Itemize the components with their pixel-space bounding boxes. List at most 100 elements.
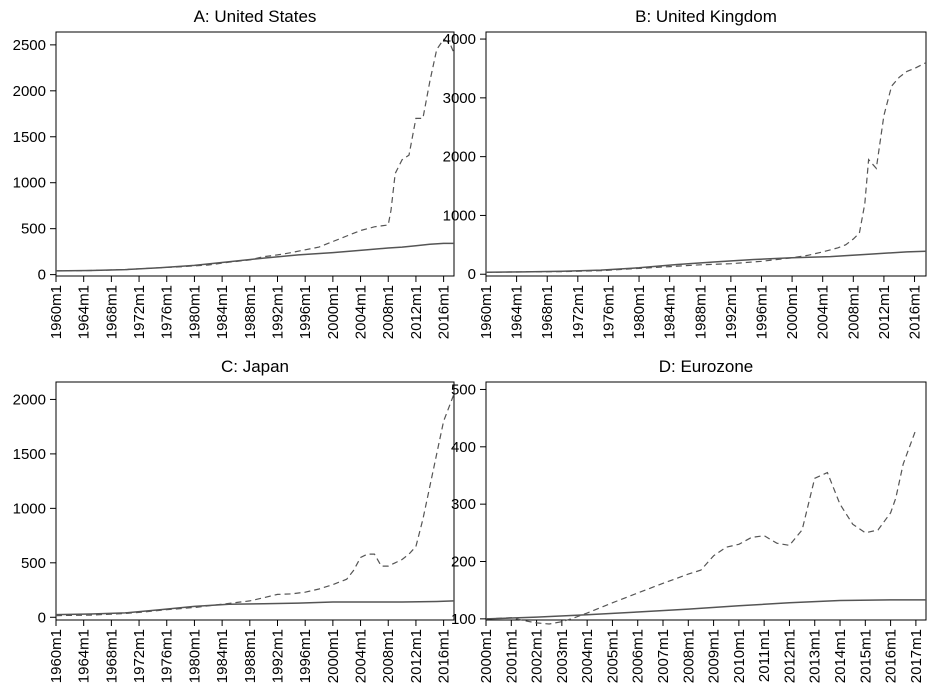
x-tick-label: 2007m1 <box>655 629 672 683</box>
x-tick-label: 1976m1 <box>159 285 176 339</box>
chart-panel-2: B: United Kingdom 0 1000 2000 3000 4000 1960m1… <box>443 7 927 339</box>
y-tick-label: 1000 <box>13 175 46 192</box>
x-tick-label: 2002m1 <box>529 629 546 683</box>
x-tick-label: 2004m1 <box>579 629 596 683</box>
y-tick-label: 1500 <box>13 129 46 146</box>
x-tick-label: 1988m1 <box>242 285 259 339</box>
y-tick-label: 2500 <box>13 37 46 54</box>
y-tick-label: 1500 <box>13 446 46 463</box>
x-tick-label: 2004m1 <box>815 285 832 339</box>
solid-series-line <box>485 250 927 273</box>
x-tick-label: 2008m1 <box>680 629 697 683</box>
x-tick-label: 2000m1 <box>325 285 342 339</box>
x-tick-label: 1980m1 <box>631 285 648 339</box>
x-tick-label: 1972m1 <box>131 285 148 339</box>
dashed-series-line <box>485 62 927 273</box>
y-tick-label: 500 <box>451 381 476 398</box>
x-tick-label: 1988m1 <box>692 285 709 339</box>
y-tick-label: 500 <box>21 555 46 572</box>
x-tick-label: 1996m1 <box>297 285 314 339</box>
y-tick-label: 0 <box>38 267 46 284</box>
x-tick-label: 2012m1 <box>408 629 425 683</box>
x-tick-label: 1964m1 <box>76 285 93 339</box>
x-tick-label: 1968m1 <box>103 629 120 683</box>
y-tick-label: 2000 <box>13 391 46 408</box>
y-tick-label: 500 <box>21 221 46 238</box>
dashed-series-line <box>485 429 917 625</box>
x-tick-label: 2001m1 <box>503 629 520 683</box>
x-tick-label: 1964m1 <box>509 285 526 339</box>
x-tick-label: 2010m1 <box>731 629 748 683</box>
x-tick-label: 2004m1 <box>353 629 370 683</box>
x-tick-label: 1992m1 <box>723 285 740 339</box>
x-tick-label: 2017m1 <box>908 629 925 683</box>
x-tick-label: 1996m1 <box>297 629 314 683</box>
x-tick-label: 2008m1 <box>845 285 862 339</box>
x-tick-label: 1988m1 <box>242 629 259 683</box>
solid-series-line <box>55 242 454 272</box>
chart-panel-4: D: Eurozone 100 200 300 400 500 2000m1 2001m1 20… <box>451 357 927 683</box>
x-tick-label: 1984m1 <box>214 285 231 339</box>
x-tick-label: 1976m1 <box>159 629 176 683</box>
y-tick-label: 2000 <box>13 83 46 100</box>
x-tick-label: 2013m1 <box>807 629 824 683</box>
x-tick-label: 1964m1 <box>76 629 93 683</box>
x-tick-label: 1996m1 <box>753 285 770 339</box>
x-tick-label: 2000m1 <box>478 629 495 683</box>
chart-title: A: United States <box>194 7 317 26</box>
x-tick-label: 2009m1 <box>706 629 723 683</box>
y-tick-label: 200 <box>451 554 476 571</box>
plot-frame <box>485 381 927 621</box>
x-tick-label: 1960m1 <box>48 629 65 683</box>
y-tick-label: 3000 <box>443 90 476 107</box>
plot-frame <box>485 31 927 277</box>
x-tick-label: 2016m1 <box>436 629 453 683</box>
y-tick-label: 400 <box>451 439 476 456</box>
chart-title: C: Japan <box>221 357 289 376</box>
solid-series-line <box>485 599 926 620</box>
x-tick-label: 2008m1 <box>380 629 397 683</box>
x-tick-label: 1968m1 <box>103 285 120 339</box>
x-tick-label: 1972m1 <box>131 629 148 683</box>
x-tick-label: 2014m1 <box>832 629 849 683</box>
x-tick-label: 2016m1 <box>436 285 453 339</box>
x-tick-label: 2005m1 <box>604 629 621 683</box>
chart-title: D: Eurozone <box>659 357 754 376</box>
plot-frame <box>55 381 455 621</box>
y-tick-label: 0 <box>38 609 46 626</box>
y-tick-label: 4000 <box>443 31 476 48</box>
x-tick-label: 2004m1 <box>353 285 370 339</box>
y-tick-label: 1000 <box>13 500 46 517</box>
x-tick-label: 2012m1 <box>781 629 798 683</box>
x-tick-label: 2016m1 <box>883 629 900 683</box>
x-tick-label: 2012m1 <box>876 285 893 339</box>
dashed-series-line <box>55 393 455 617</box>
y-tick-label: 2000 <box>443 149 476 166</box>
chart-title: B: United Kingdom <box>635 7 777 26</box>
x-tick-label: 1976m1 <box>600 285 617 339</box>
x-tick-label: 1968m1 <box>539 285 556 339</box>
x-tick-label: 2000m1 <box>784 285 801 339</box>
x-tick-label: 1980m1 <box>186 285 203 339</box>
x-tick-label: 1992m1 <box>269 629 286 683</box>
x-tick-label: 2008m1 <box>380 285 397 339</box>
x-tick-label: 2003m1 <box>554 629 571 683</box>
chart-panel-3: C: Japan 0 500 1000 1500 2000 1960m1 1964m1 1968… <box>13 357 455 683</box>
x-tick-label: 1984m1 <box>662 285 679 339</box>
y-tick-label: 1000 <box>443 207 476 224</box>
x-tick-label: 1984m1 <box>214 629 231 683</box>
y-tick-label: 0 <box>468 266 476 283</box>
solid-series-line <box>55 600 455 616</box>
y-tick-label: 100 <box>451 611 476 628</box>
x-tick-label: 1960m1 <box>478 285 495 339</box>
chart-panel-1: A: United States 0 500 1000 1500 2000 2500 1960… <box>13 7 455 339</box>
x-tick-label: 2000m1 <box>325 629 342 683</box>
x-tick-label: 2006m1 <box>630 629 647 683</box>
dashed-series-line <box>55 38 455 272</box>
x-tick-label: 2016m1 <box>907 285 924 339</box>
x-tick-label: 1972m1 <box>570 285 587 339</box>
x-tick-label: 1992m1 <box>269 285 286 339</box>
y-tick-label: 300 <box>451 496 476 513</box>
